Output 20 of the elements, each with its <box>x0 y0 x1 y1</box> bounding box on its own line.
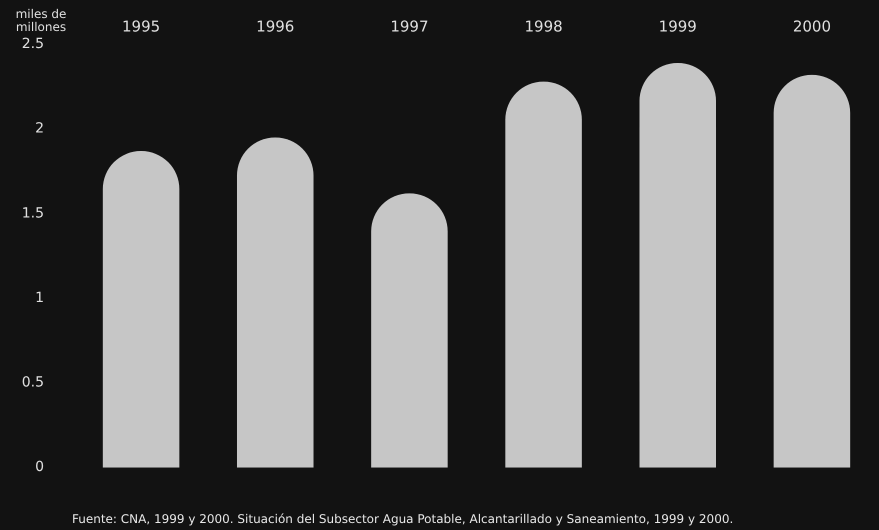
y-tick-label: 1 <box>35 290 44 306</box>
y-axis-title: miles de millones <box>14 7 68 34</box>
source-note: Fuente: CNA, 1999 y 2000. Situación del Subsector Agua Potable, Alcantarillado y Saneamiento, 1999 y 2000. <box>72 512 734 526</box>
y-tick-label: 2 <box>35 120 44 137</box>
bar <box>371 193 448 468</box>
x-tick-label: 2000 <box>792 17 832 36</box>
bar <box>505 82 582 468</box>
x-tick-label: 1999 <box>658 17 697 36</box>
y-tick-label: 0.5 <box>22 374 44 391</box>
y-tick-label: 2.5 <box>22 36 44 52</box>
x-tick-label: 1997 <box>390 17 429 36</box>
bar <box>102 151 180 468</box>
bar <box>236 138 314 468</box>
bar <box>639 63 716 468</box>
x-tick-label: 1998 <box>524 17 563 36</box>
y-tick-label: 0 <box>35 459 44 476</box>
y-tick-label: 1.5 <box>22 205 44 222</box>
bar <box>774 74 850 468</box>
x-tick-label: 1995 <box>122 17 160 36</box>
x-tick-label: 1996 <box>256 17 294 36</box>
